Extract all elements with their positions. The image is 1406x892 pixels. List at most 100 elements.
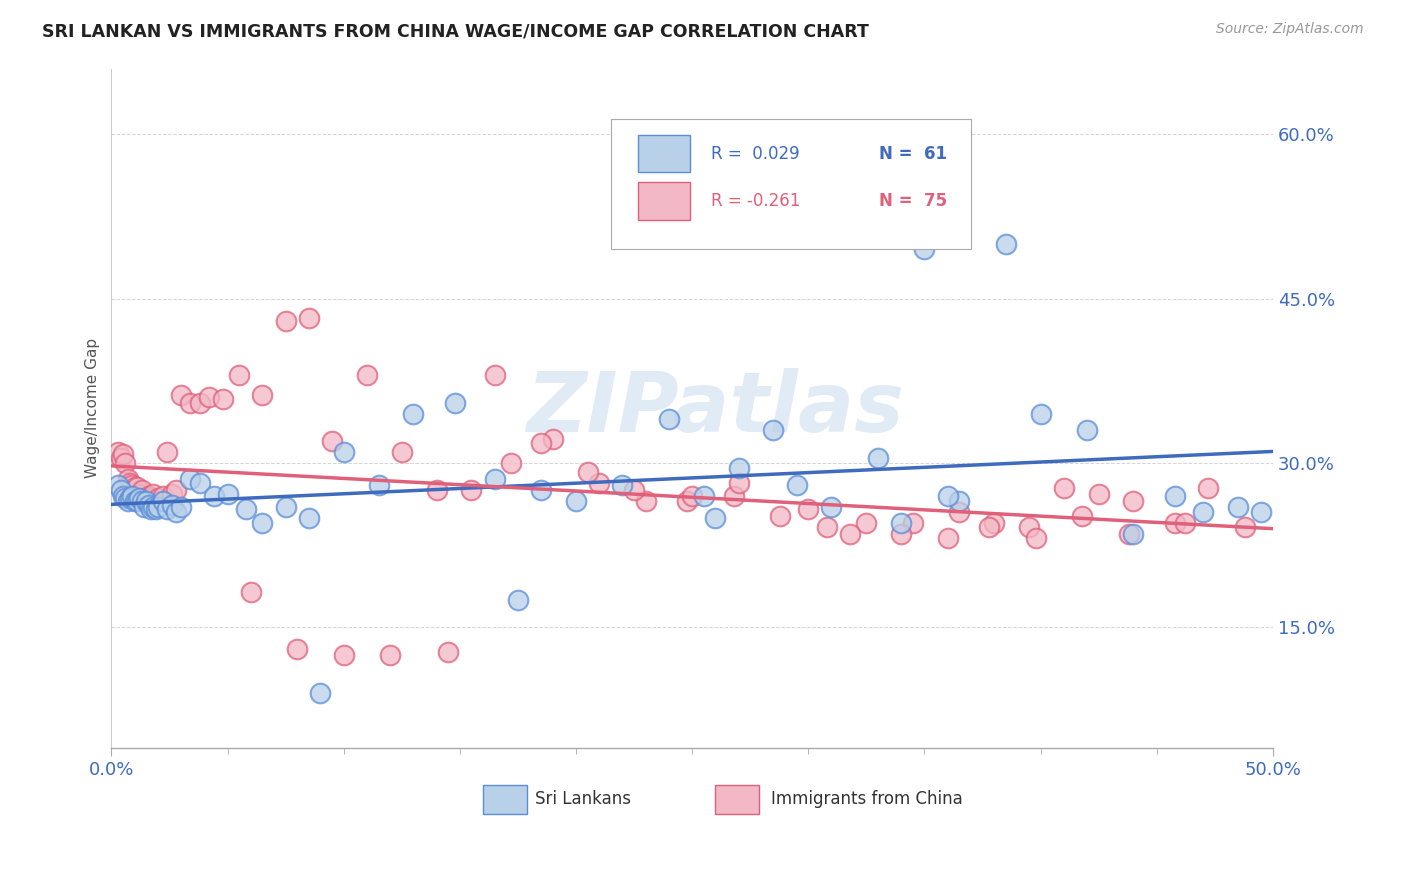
Point [146, 500, 169, 514]
Point [131, 483, 153, 498]
Point [727, 475, 749, 490]
Point [188, 396, 211, 410]
Point [135, 494, 157, 508]
Point [160, 486, 183, 500]
Point [1122, 494, 1144, 508]
Point [142, 500, 165, 514]
Text: N =  75: N = 75 [879, 192, 948, 210]
Point [298, 511, 321, 525]
FancyBboxPatch shape [610, 120, 970, 249]
Point [117, 473, 139, 487]
Point [139, 491, 162, 505]
Point [124, 480, 146, 494]
Point [121, 478, 143, 492]
Point [332, 648, 354, 662]
Point [111, 489, 134, 503]
Text: R =  0.029: R = 0.029 [710, 145, 799, 162]
FancyBboxPatch shape [484, 785, 527, 814]
Point [152, 489, 174, 503]
Point [727, 461, 749, 475]
FancyBboxPatch shape [637, 182, 690, 219]
Point [460, 483, 482, 498]
Point [235, 502, 257, 516]
Point [121, 489, 143, 503]
Point [541, 432, 564, 446]
Point [138, 498, 160, 512]
Point [160, 498, 183, 512]
Point [202, 489, 225, 503]
Point [936, 489, 959, 503]
Text: Sri Lankans: Sri Lankans [536, 790, 631, 808]
Point [948, 494, 970, 508]
Point [901, 516, 924, 531]
Point [132, 500, 155, 514]
Point [309, 686, 332, 700]
Point [983, 516, 1005, 531]
Point [797, 502, 820, 516]
Point [890, 516, 912, 531]
Point [681, 489, 703, 503]
Point [576, 465, 599, 479]
Point [484, 368, 506, 383]
Point [815, 519, 838, 533]
Point [530, 436, 553, 450]
Point [274, 313, 297, 327]
Point [217, 486, 239, 500]
Y-axis label: Wage/Income Gap: Wage/Income Gap [86, 338, 100, 478]
Point [239, 585, 262, 599]
Point [855, 516, 877, 531]
Point [165, 505, 187, 519]
Point [1118, 527, 1140, 541]
Point [132, 491, 155, 505]
Point [118, 491, 141, 505]
Point [484, 473, 506, 487]
Point [936, 531, 959, 545]
Point [588, 475, 610, 490]
Point [321, 434, 343, 449]
Point [1025, 531, 1047, 545]
Point [1250, 505, 1272, 519]
Point [1029, 407, 1052, 421]
Point [111, 447, 134, 461]
Point [114, 456, 136, 470]
Text: Source: ZipAtlas.com: Source: ZipAtlas.com [1216, 22, 1364, 37]
Point [612, 478, 634, 492]
Point [402, 407, 425, 421]
Point [228, 368, 250, 383]
Point [125, 480, 148, 494]
Point [135, 494, 157, 508]
Point [444, 396, 467, 410]
Point [110, 483, 132, 498]
Text: SRI LANKAN VS IMMIGRANTS FROM CHINA WAGE/INCOME GAP CORRELATION CHART: SRI LANKAN VS IMMIGRANTS FROM CHINA WAGE… [42, 22, 869, 40]
Point [152, 494, 174, 508]
Point [1053, 481, 1076, 495]
Point [107, 478, 129, 492]
Point [212, 392, 235, 407]
Point [948, 505, 970, 519]
Point [170, 388, 193, 402]
Point [298, 311, 321, 326]
Point [1087, 486, 1109, 500]
Point [156, 502, 179, 516]
Point [179, 396, 201, 410]
Point [117, 494, 139, 508]
Point [1076, 423, 1098, 437]
Point [634, 494, 657, 508]
Point [128, 491, 150, 505]
Point [332, 445, 354, 459]
Point [994, 236, 1017, 251]
Point [530, 483, 553, 498]
Point [188, 475, 211, 490]
Point [820, 500, 842, 514]
Point [1164, 516, 1187, 531]
Point [499, 456, 522, 470]
Point [912, 243, 935, 257]
FancyBboxPatch shape [637, 135, 690, 172]
Point [866, 450, 889, 465]
Point [693, 489, 716, 503]
Point [1173, 516, 1195, 531]
Point [890, 527, 912, 541]
Point [623, 483, 645, 498]
Point [138, 489, 160, 503]
Point [426, 483, 449, 498]
